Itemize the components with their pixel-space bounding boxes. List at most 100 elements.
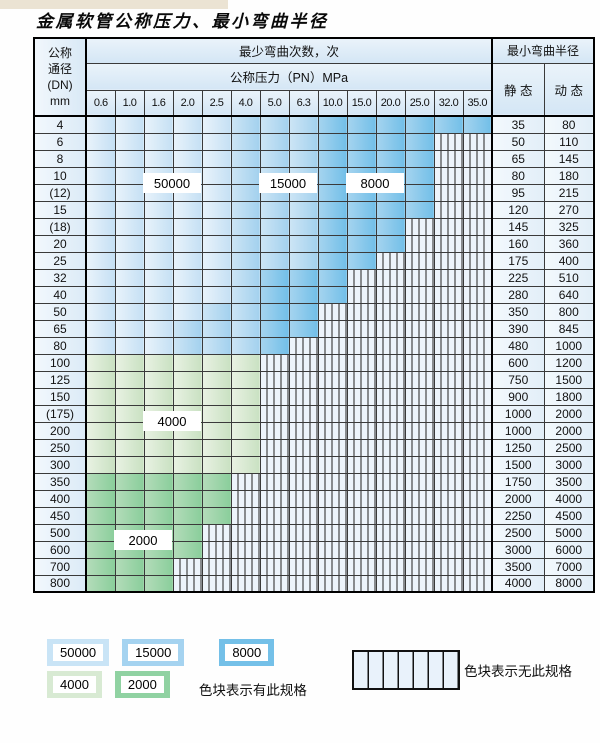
zone-cell [85,455,116,474]
no-spec-cell [259,506,290,525]
zone-cell [259,149,290,168]
table-row: 65 390 845 [33,319,595,338]
zone-cell [143,387,174,406]
zone-cell [172,387,203,406]
dynamic-radius-cell: 7000 [543,557,595,576]
no-spec-cell [346,387,377,406]
zone-cell [201,421,232,440]
zone-cell [317,285,348,304]
static-radius-cell: 4000 [491,574,545,593]
no-spec-cell [375,472,406,491]
zone-cell [433,115,464,134]
zone-cell [143,217,174,236]
zone-cell [172,319,203,338]
pressure-value: 35.0 [462,89,493,117]
zone-cell [143,370,174,389]
no-spec-cell [288,370,319,389]
dn-cell: 300 [33,455,87,474]
no-spec-cell [404,217,435,236]
pressure-value: 4.0 [230,89,261,117]
no-spec-cell [433,387,464,406]
zone-cell [114,438,145,457]
no-spec-cell [462,149,493,168]
zone-cell [172,234,203,253]
dynamic-radius-cell: 110 [543,132,595,151]
zone-cell [404,200,435,219]
zone-cell [259,268,290,287]
zone-cell [85,302,116,321]
zone-cell [114,217,145,236]
no-spec-cell [346,319,377,338]
static-radius-cell: 3000 [491,540,545,559]
static-radius-cell: 2250 [491,506,545,525]
zone-cell [317,132,348,151]
dn-cell: 8 [33,149,87,168]
no-spec-cell [462,132,493,151]
no-spec-cell [259,404,290,423]
static-radius-cell: 1500 [491,455,545,474]
no-spec-cell [375,540,406,559]
zone-cell [172,149,203,168]
legend-swatch-value: 8000 [225,644,269,661]
static-radius-cell: 120 [491,200,545,219]
table-row: 400 2000 4000 [33,489,595,508]
no-spec-cell [230,557,261,576]
dynamic-radius-cell: 845 [543,319,595,338]
zone-cell [288,149,319,168]
zone-cell [201,506,232,525]
zone-cell [346,200,377,219]
zone-cell [114,557,145,576]
no-spec-cell [375,404,406,423]
no-spec-cell [346,353,377,372]
no-spec-cell [288,438,319,457]
dynamic-radius-cell: 325 [543,217,595,236]
zone-cell [172,200,203,219]
zone-cell [201,489,232,508]
zone-cell [230,302,261,321]
zone-cell [172,302,203,321]
zone-cell [114,370,145,389]
no-spec-cell [375,438,406,457]
zone-cell [114,336,145,355]
dynamic-radius-cell: 4500 [543,506,595,525]
no-spec-cell [317,370,348,389]
zone-cell [259,200,290,219]
no-spec-cell [317,404,348,423]
zone-cell [143,557,174,576]
pressure-value: 1.0 [114,89,145,117]
zone-cell [230,149,261,168]
zone-cell [114,506,145,525]
no-spec-cell [288,421,319,440]
zone-cell [375,217,406,236]
no-spec-cell [433,506,464,525]
zone-cell [230,234,261,253]
dn-cell: (12) [33,183,87,202]
zone-cell [114,183,145,202]
table-row: 700 3500 7000 [33,557,595,576]
static-radius-cell: 2500 [491,523,545,542]
bend-radius-header: 最小弯曲半径 [491,37,595,64]
dynamic-radius-cell: 640 [543,285,595,304]
no-spec-cell [346,370,377,389]
zone-cell [201,115,232,134]
zone-cell [259,285,290,304]
zone-cell [288,217,319,236]
zone-cell [201,302,232,321]
zone-cell [201,353,232,372]
static-radius-cell: 225 [491,268,545,287]
dn-cell: 40 [33,285,87,304]
legend-swatch-4000: 4000 [47,671,102,698]
pressure-value: 25.0 [404,89,435,117]
zone-cell [114,489,145,508]
no-spec-cell [433,268,464,287]
static-radius-cell: 65 [491,149,545,168]
zone-label-50000: 50000 [143,173,201,193]
static-radius-cell: 750 [491,370,545,389]
static-radius-cell: 350 [491,302,545,321]
zone-cell [317,149,348,168]
no-spec-cell [433,472,464,491]
dynamic-radius-cell: 180 [543,166,595,185]
static-header: 静 态 [491,62,545,117]
no-spec-cell [462,540,493,559]
no-spec-cell [259,438,290,457]
